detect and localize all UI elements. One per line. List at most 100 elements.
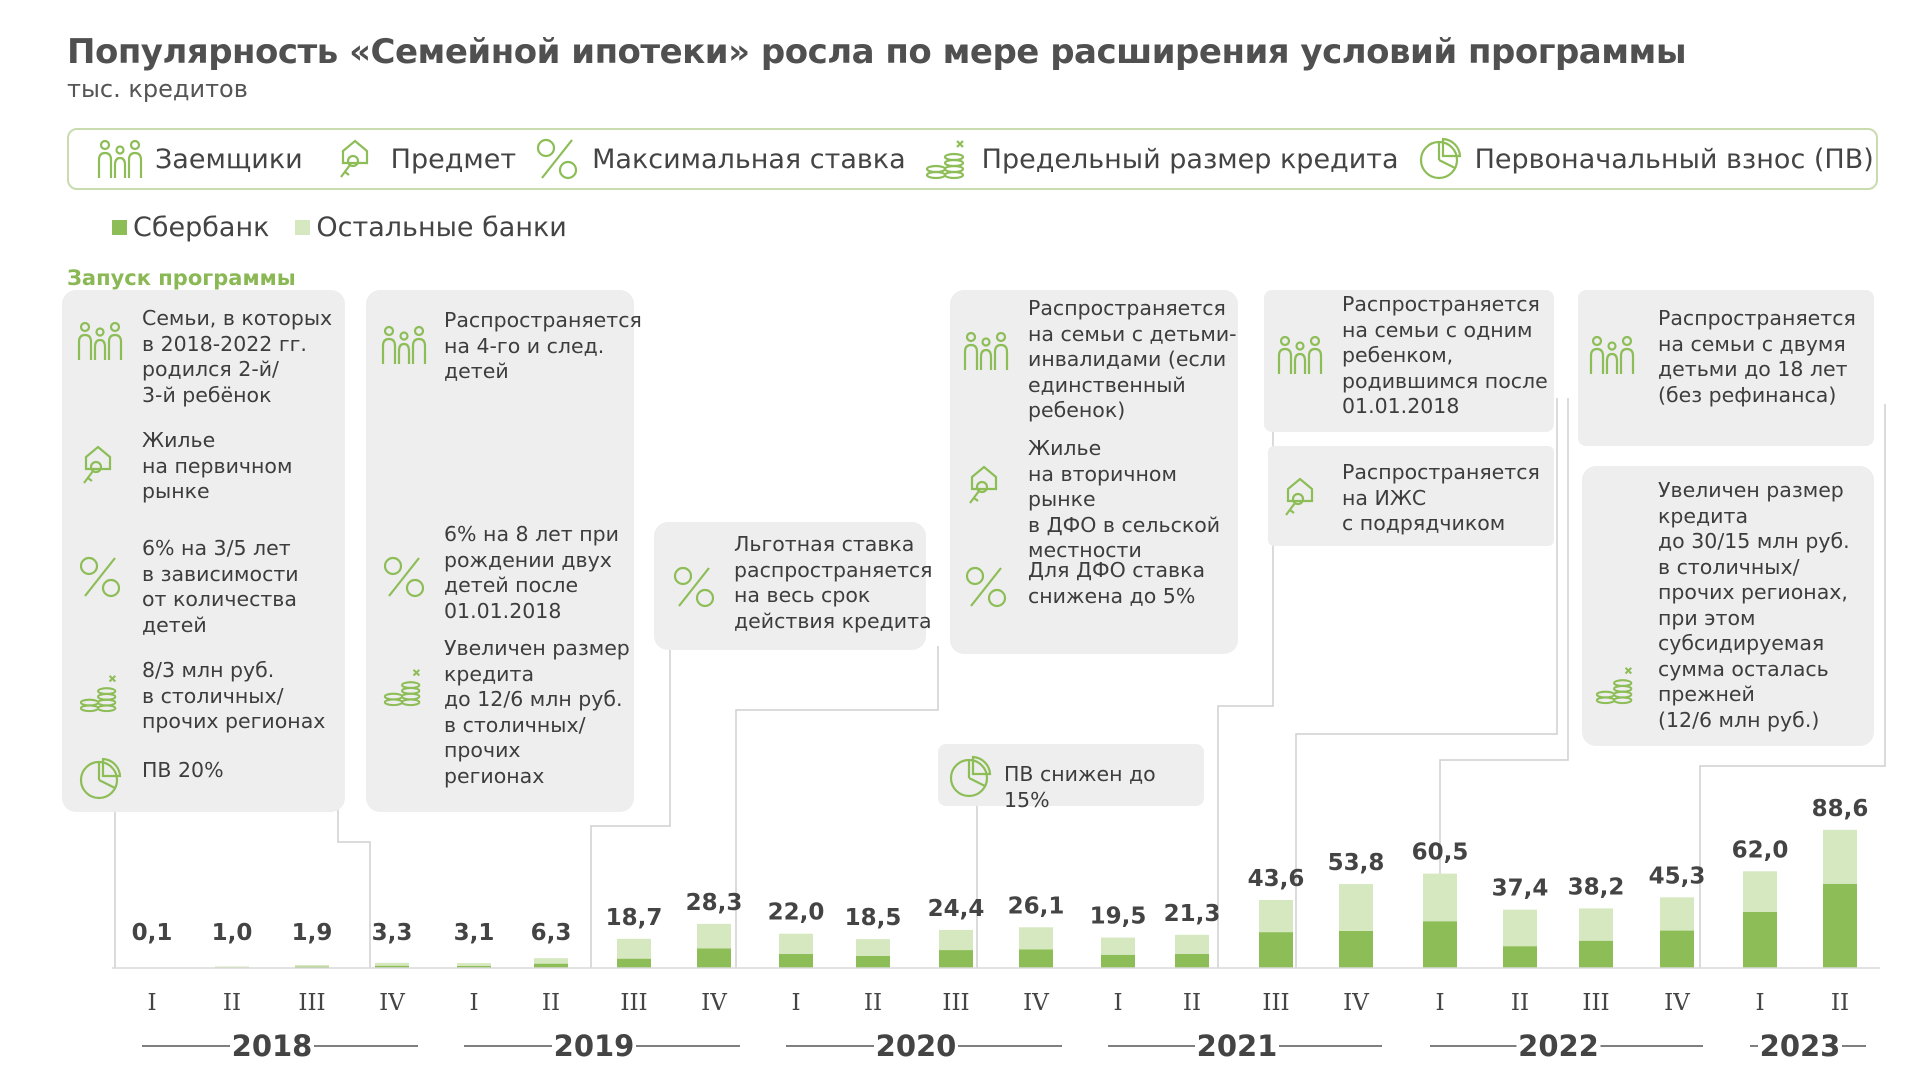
family-icon	[97, 139, 143, 178]
house-key-icon	[83, 445, 112, 484]
y2022b-subject-row: Распространяется на ИЖС с подрядчиком	[1276, 460, 1540, 537]
legend-limit: Предельный размер кредита	[924, 137, 1399, 181]
bar-other-14	[1259, 899, 1293, 933]
box-2022b: Распространяется на ИЖС с подрядчиком	[1268, 446, 1554, 546]
launch-rate-text: 6% на 3/5 лет в зависимости от количеств…	[142, 536, 299, 637]
bar-sberbank-14	[1259, 932, 1293, 968]
bar-sberbank-13	[1175, 953, 1209, 968]
y2022a-borrowers-text: Распространяется на семьи с одним ребенк…	[1342, 292, 1548, 418]
connector-2022b	[1439, 398, 1569, 968]
bar-other-13	[1175, 934, 1209, 954]
box-2023a: Распространяется на семьи с двумя детьми…	[1578, 290, 1874, 446]
coins-icon	[925, 140, 964, 180]
coins-icon	[383, 669, 421, 707]
pie-chart-icon	[1419, 137, 1461, 180]
family-icon	[381, 325, 427, 364]
quarter-label-8: I	[791, 990, 800, 1016]
bar-other-15	[1339, 884, 1373, 931]
quarter-label-2: III	[298, 990, 325, 1016]
quarter-label-16: I	[1435, 990, 1444, 1016]
bar-other-5	[534, 958, 568, 964]
connector-2021	[1217, 398, 1274, 968]
box-2019: Распространяется на 4-го и след. детей 6…	[366, 290, 642, 812]
quarter-label-0: I	[147, 990, 156, 1016]
year-label-2019: 2019	[554, 1029, 635, 1063]
year-label-2020: 2020	[876, 1029, 957, 1063]
bar-other-8	[779, 933, 813, 954]
value-label-18: 38,2	[1568, 874, 1625, 900]
quarter-label-11: IV	[1023, 990, 1049, 1016]
value-label-12: 19,5	[1090, 904, 1147, 930]
bar-sberbank-12	[1101, 954, 1135, 968]
quarter-label-13: II	[1183, 990, 1201, 1016]
family-icon	[1589, 335, 1635, 374]
percent-icon	[537, 138, 578, 180]
bar-other-3	[375, 962, 409, 966]
house-key-icon	[1285, 477, 1314, 516]
y2019-limit-row: Увеличен размер кредита до 12/6 млн руб.…	[378, 636, 630, 789]
bar-other-18	[1579, 908, 1613, 941]
bar-other-7	[697, 923, 731, 949]
bar-sberbank-15	[1339, 930, 1373, 968]
year-label-2023: 2023	[1760, 1029, 1841, 1063]
house-key-icon	[969, 465, 998, 504]
value-label-11: 26,1	[1008, 893, 1065, 919]
bar-sberbank-4	[457, 965, 491, 968]
bar-other-21	[1823, 829, 1857, 884]
bars-group	[135, 829, 1857, 969]
legend-down-label: Первоначальный взнос (ПВ)	[1474, 143, 1874, 175]
pie-chart-icon	[79, 757, 122, 800]
pie-chart-icon	[949, 755, 992, 798]
percent-icon	[965, 566, 1007, 608]
year-label-2021: 2021	[1197, 1029, 1278, 1063]
y2021-subject-text: Жилье на вторичном рынке в ДФО в сельско…	[1028, 436, 1221, 562]
launch-down-row: ПВ 20%	[74, 754, 224, 802]
box-launch: Семьи, в которых в 2018-2022 гг. родился…	[62, 290, 345, 812]
series-legend: Сбербанк Остальные банки	[112, 212, 593, 243]
legend-other-banks: Остальные банки	[295, 212, 567, 243]
bar-other-19	[1660, 897, 1694, 931]
value-label-6: 18,7	[606, 905, 663, 931]
quarter-label-15: IV	[1343, 990, 1369, 1016]
percent-icon	[383, 556, 425, 598]
value-label-8: 22,0	[768, 900, 825, 926]
connector-2019q4	[590, 646, 671, 968]
launch-rate-row: 6% на 3/5 лет в зависимости от количеств…	[74, 536, 299, 638]
unit-label: тыс. кредитов	[67, 75, 248, 103]
value-label-21: 88,6	[1812, 796, 1869, 822]
y2023b-limit-row: Увеличен размер кредита до 30/15 млн руб…	[1590, 478, 1850, 733]
quarter-label-20: I	[1755, 990, 1764, 1016]
y2021-borrowers-text: Распространяется на семьи с детьми- инва…	[1028, 296, 1237, 422]
quarter-label-21: II	[1831, 990, 1849, 1016]
value-label-1: 1,0	[212, 920, 253, 946]
legend-subject-label: Предмет	[390, 143, 517, 175]
quarter-label-9: II	[864, 990, 882, 1016]
bar-sberbank-8	[779, 953, 813, 968]
bar-other-20	[1743, 871, 1777, 912]
legend-limit-label: Предельный размер кредита	[981, 143, 1399, 175]
value-label-5: 6,3	[531, 920, 572, 946]
bar-sberbank-19	[1660, 930, 1694, 968]
quarter-label-3: IV	[379, 990, 405, 1016]
quarter-labels: I II III IV I II III IV I II III IV I II III IV I II III IV…	[147, 990, 1849, 1016]
box-2022a: Распространяется на семьи с одним ребенк…	[1264, 290, 1554, 432]
quarter-label-18: III	[1582, 990, 1609, 1016]
value-label-9: 18,5	[845, 905, 902, 931]
legend-other-swatch	[295, 220, 311, 235]
quarter-label-7: IV	[701, 990, 727, 1016]
legend-rate-label: Максимальная ставка	[592, 143, 906, 175]
y2023a-borrowers-row: Распространяется на семьи с двумя детьми…	[1586, 306, 1856, 408]
y2022a-borrowers-row: Распространяется на семьи с одним ребенк…	[1274, 292, 1548, 420]
value-label-3: 3,3	[372, 920, 413, 946]
connector-2020	[735, 646, 939, 968]
legend-rate: Максимальная ставка	[534, 136, 906, 182]
bar-sberbank-6	[617, 958, 651, 968]
quarter-label-17: II	[1511, 990, 1529, 1016]
coins-icon	[1595, 667, 1633, 705]
timeline-connectors	[114, 398, 1886, 968]
bar-sberbank-17	[1503, 946, 1537, 968]
quarter-label-19: IV	[1664, 990, 1690, 1016]
page-title: Популярность «Семейной ипотеки» росла по…	[67, 32, 1687, 72]
y2019-rate-text: 6% на 8 лет при рождении двух детей посл…	[444, 522, 619, 623]
y2019-limit-text: Увеличен размер кредита до 12/6 млн руб.…	[444, 636, 630, 788]
